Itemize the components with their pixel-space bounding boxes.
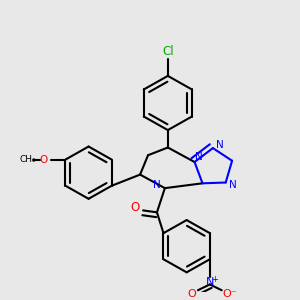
Text: N: N [229, 180, 236, 190]
Text: O: O [130, 201, 140, 214]
Text: N: N [195, 152, 203, 162]
Text: CH₃: CH₃ [20, 155, 36, 164]
Text: Cl: Cl [162, 45, 174, 58]
Text: +: + [211, 275, 218, 284]
Text: O: O [188, 289, 196, 299]
Text: O⁻: O⁻ [222, 289, 237, 299]
Text: N: N [206, 277, 214, 286]
Text: N: N [216, 140, 224, 150]
Text: O: O [40, 154, 48, 165]
Text: N: N [153, 180, 161, 190]
